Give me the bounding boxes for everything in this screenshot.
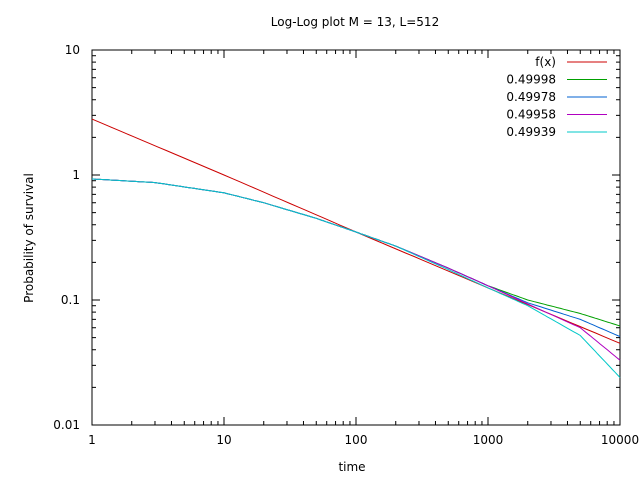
x-tick-label: 10 — [216, 433, 231, 447]
legend-label: f(x) — [535, 55, 556, 69]
legend: f(x) 0.49998 0.49978 0.49958 0.49939 — [506, 55, 607, 139]
legend-label: 0.49998 — [506, 73, 556, 87]
series-line-0.49939 — [91, 178, 621, 378]
y-tick-label: 0.1 — [61, 293, 80, 307]
y-tick-label: 10 — [65, 43, 80, 57]
y-tick-label: 1 — [72, 168, 80, 182]
series-lines — [91, 118, 621, 378]
x-tick-label: 100 — [345, 433, 368, 447]
series-line-0.49958 — [91, 178, 621, 361]
y-axis-label: Probability of survival — [22, 173, 36, 303]
x-tick-label: 1 — [88, 433, 96, 447]
y-tick-label: 0.01 — [53, 418, 80, 432]
legend-label: 0.49978 — [506, 90, 556, 104]
chart-title: Log-Log plot M = 13, L=512 — [271, 15, 439, 29]
x-tick-label: 10000 — [601, 433, 639, 447]
legend-label: 0.49958 — [506, 108, 556, 122]
x-axis-label: time — [338, 460, 365, 474]
x-tick-label: 1000 — [473, 433, 504, 447]
plot-frame — [91, 49, 621, 426]
legend-label: 0.49939 — [506, 125, 556, 139]
axis-ticks: 1 10 100 1000 10000 0.01 0.1 1 10 — [53, 43, 639, 447]
series-line-0.49998 — [91, 178, 621, 327]
